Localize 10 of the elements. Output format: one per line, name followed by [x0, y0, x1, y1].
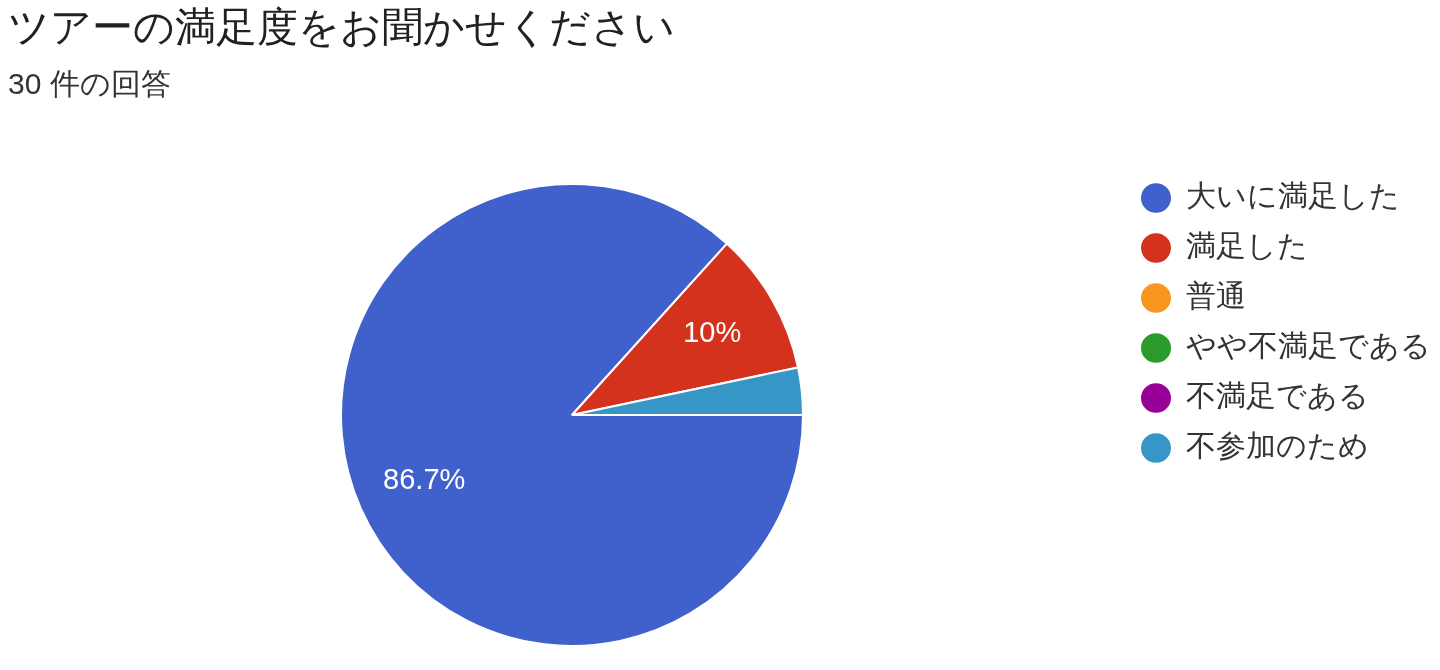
legend-label: 満足した: [1186, 229, 1308, 263]
legend-label: 普通: [1186, 279, 1246, 313]
chart-title: ツアーの満足度をお聞かせください: [8, 3, 675, 52]
data-label: 86.7%: [383, 462, 466, 495]
data-label: 10%: [683, 316, 742, 349]
legend-label: やや不満足である: [1186, 329, 1431, 363]
legend-label: 不参加のため: [1186, 429, 1369, 463]
legend-label: 不満足である: [1186, 379, 1369, 413]
legend-label: 大いに満足した: [1186, 179, 1400, 213]
text: 30 件の回答: [8, 66, 171, 102]
